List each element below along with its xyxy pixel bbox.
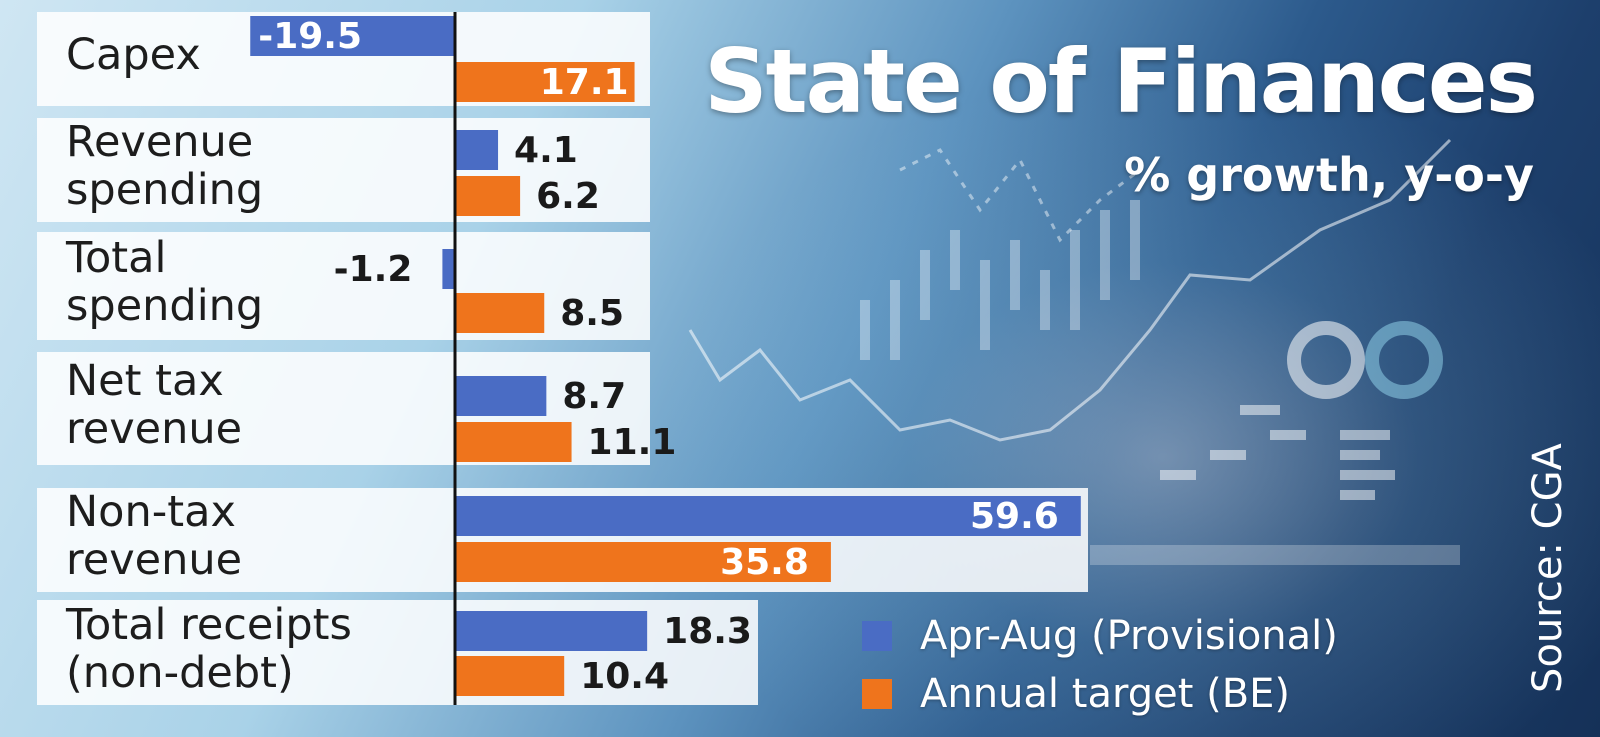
- legend-item-provisional: Apr-Aug (Provisional): [862, 607, 1338, 665]
- category-label: Revenue spending: [66, 117, 264, 215]
- row-background: [37, 232, 650, 340]
- category-label: Total receipts (non-debt): [66, 599, 352, 698]
- data-label: 18.3: [663, 611, 752, 652]
- bar-annual-target: [455, 62, 635, 102]
- bar-provisional: [250, 16, 455, 56]
- chart-title: State of Finances: [704, 30, 1538, 133]
- bar-provisional: [442, 249, 455, 289]
- category-label: Capex: [66, 30, 201, 80]
- legend-swatch-orange: [862, 679, 892, 709]
- bar-provisional: [455, 611, 648, 651]
- legend-item-annual-target: Annual target (BE): [862, 665, 1338, 723]
- bar-annual-target: [455, 656, 565, 696]
- bar-annual-target: [455, 176, 521, 216]
- data-label: -1.2: [334, 249, 413, 290]
- legend: Apr-Aug (Provisional) Annual target (BE): [862, 607, 1338, 723]
- bar-provisional: [455, 130, 499, 170]
- bar-provisional: [455, 376, 547, 416]
- data-label: 6.2: [536, 176, 600, 217]
- data-label: 8.5: [560, 293, 624, 334]
- data-label: -19.5: [258, 16, 362, 57]
- chart-subtitle: % growth, y-o-y: [1124, 148, 1534, 202]
- bar-annual-target: [455, 293, 545, 333]
- bar-annual-target: [455, 542, 831, 582]
- legend-label-annual-target: Annual target (BE): [920, 671, 1291, 717]
- category-label: Non-tax revenue: [66, 487, 243, 585]
- data-label: 10.4: [580, 656, 669, 697]
- data-label: 4.1: [514, 130, 578, 171]
- category-label: Net tax revenue: [66, 355, 243, 454]
- legend-label-provisional: Apr-Aug (Provisional): [920, 613, 1338, 659]
- row-background: [37, 118, 650, 222]
- data-label: 17.1: [540, 62, 629, 103]
- legend-swatch-blue: [862, 621, 892, 651]
- data-label: 8.7: [562, 376, 626, 417]
- data-label: 35.8: [720, 542, 809, 583]
- category-label: Total spending: [66, 233, 264, 331]
- source-note: Source: CGA: [1525, 443, 1571, 693]
- data-label: 11.1: [588, 422, 677, 463]
- bar-provisional: [455, 496, 1081, 536]
- data-label: 59.6: [970, 496, 1059, 537]
- bar-annual-target: [455, 422, 572, 462]
